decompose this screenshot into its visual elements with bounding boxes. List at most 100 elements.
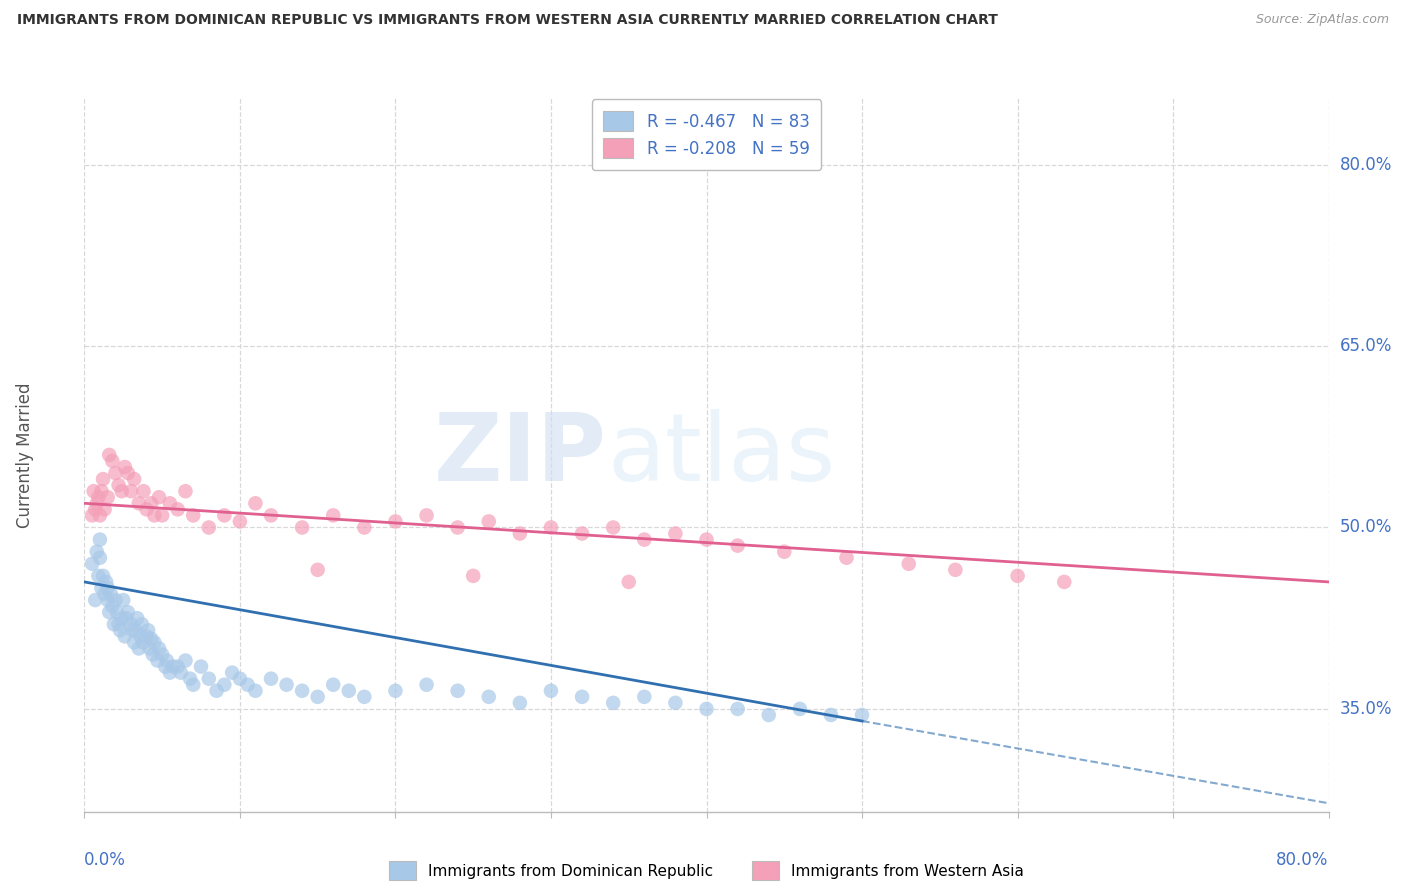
Point (148, 641, 170, 656)
Point (307, 690, 329, 704)
Point (384, 515, 406, 529)
Point (1053, 574, 1076, 589)
Point (945, 563, 967, 577)
Point (478, 690, 501, 704)
Point (633, 533, 655, 547)
Point (89, 550, 111, 565)
Point (820, 708, 842, 723)
Point (415, 678, 437, 692)
Point (86, 544, 108, 558)
Point (447, 683, 470, 698)
Point (142, 648, 165, 662)
Point (835, 550, 858, 565)
Point (789, 702, 811, 716)
Point (322, 508, 344, 523)
Point (103, 617, 125, 632)
Point (509, 526, 531, 541)
Point (260, 672, 283, 686)
Point (97, 581, 120, 595)
Point (143, 635, 166, 649)
Point (89, 533, 111, 547)
Text: 35.0%: 35.0% (1340, 700, 1392, 718)
Point (97, 490, 120, 504)
Point (91, 569, 114, 583)
Point (98, 605, 121, 619)
Point (87, 569, 110, 583)
Point (353, 690, 375, 704)
Point (571, 526, 593, 541)
Point (214, 678, 236, 692)
Point (82, 508, 104, 523)
Point (276, 678, 298, 692)
Point (415, 508, 437, 523)
Point (463, 569, 485, 583)
Point (115, 611, 138, 625)
Point (166, 502, 188, 516)
Point (602, 696, 624, 710)
Point (83, 484, 105, 499)
Legend: Immigrants from Dominican Republic, Immigrants from Western Asia: Immigrants from Dominican Republic, Immi… (382, 855, 1031, 886)
Point (112, 593, 135, 607)
Point (129, 629, 152, 643)
Point (540, 683, 562, 698)
Text: 65.0%: 65.0% (1340, 337, 1392, 355)
Point (540, 520, 562, 534)
Point (322, 678, 344, 692)
Point (93, 587, 115, 601)
Point (114, 629, 136, 643)
Point (122, 635, 145, 649)
Point (229, 515, 252, 529)
Point (291, 520, 314, 534)
Point (100, 587, 122, 601)
Point (132, 484, 155, 499)
Point (128, 641, 150, 656)
Point (141, 632, 163, 646)
Point (146, 654, 169, 668)
Point (245, 683, 267, 698)
Point (117, 466, 139, 480)
Point (128, 496, 150, 510)
Point (98, 448, 121, 462)
Point (260, 508, 283, 523)
Point (447, 520, 470, 534)
Point (97, 593, 120, 607)
Point (89, 508, 111, 523)
Point (156, 654, 179, 668)
Point (84, 502, 107, 516)
Point (602, 520, 624, 534)
Point (135, 502, 157, 516)
Point (155, 659, 177, 673)
Text: 0.0%: 0.0% (84, 851, 127, 869)
Point (82, 557, 104, 571)
Point (122, 472, 145, 486)
Point (229, 672, 252, 686)
Point (166, 659, 188, 673)
Point (851, 708, 873, 723)
Point (617, 574, 640, 589)
Text: atlas: atlas (607, 409, 835, 501)
Point (664, 526, 686, 541)
Point (478, 515, 501, 529)
Point (107, 478, 129, 492)
Point (141, 496, 163, 510)
Point (132, 635, 155, 649)
Point (181, 678, 204, 692)
Point (150, 648, 173, 662)
Point (138, 641, 160, 656)
Point (120, 617, 142, 632)
Point (205, 683, 228, 698)
Point (174, 484, 197, 499)
Point (111, 611, 134, 625)
Point (117, 605, 139, 619)
Text: Currently Married: Currently Married (15, 382, 34, 528)
Text: 80.0%: 80.0% (1277, 851, 1329, 869)
Point (307, 563, 329, 577)
Point (696, 702, 718, 716)
Point (162, 659, 184, 673)
Point (245, 496, 267, 510)
Point (214, 508, 236, 523)
Point (108, 624, 131, 638)
Point (86, 496, 108, 510)
Point (181, 508, 204, 523)
Point (727, 702, 749, 716)
